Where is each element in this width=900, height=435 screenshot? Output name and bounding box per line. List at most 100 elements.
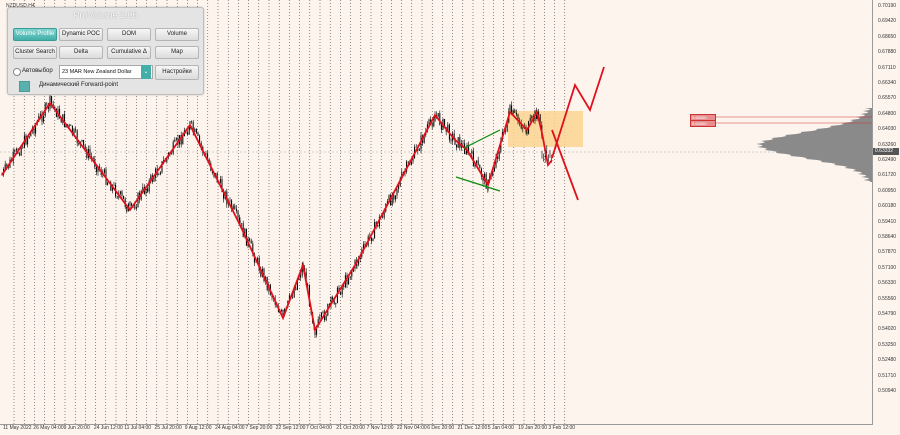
dynamic-poc-button[interactable]: Dynamic POC — [59, 28, 103, 41]
candle-body — [194, 128, 196, 132]
candle-body — [27, 138, 29, 145]
candle-body — [237, 210, 239, 218]
candle-body — [180, 135, 182, 145]
candle-body — [192, 121, 194, 132]
price-tick: 0.51710 — [878, 372, 897, 379]
candle-body — [92, 158, 94, 160]
time-tick: 9 Aug 12:00 — [184, 425, 212, 431]
candle-body — [437, 113, 439, 117]
candle-body — [78, 142, 80, 145]
price-chart[interactable] — [0, 0, 872, 424]
delta-button[interactable]: Delta — [59, 46, 103, 59]
candle-body — [415, 146, 417, 148]
chevron-down-icon[interactable]: ⌄ — [141, 65, 151, 79]
candle-body — [76, 130, 78, 143]
time-tick: 26 May 04:00 — [33, 425, 64, 431]
candle-body — [134, 205, 136, 209]
candle-body — [328, 304, 330, 306]
candle-body — [123, 195, 125, 200]
cluster-search-button[interactable]: Cluster Search — [13, 46, 57, 59]
candle-body — [462, 143, 464, 144]
candle-body — [28, 136, 30, 139]
candle-body — [60, 118, 62, 123]
forward-point-toggle[interactable] — [19, 81, 30, 92]
time-tick: 11 Jul 04:00 — [124, 425, 152, 431]
auto-select-radio[interactable] — [13, 68, 21, 76]
candle-body — [386, 201, 388, 205]
candle-body — [322, 311, 324, 313]
volume-button[interactable]: Volume — [155, 28, 199, 41]
projection-up-line — [551, 66, 605, 159]
candle-body — [423, 134, 425, 143]
candle-body — [522, 127, 524, 129]
candle-body — [145, 188, 147, 194]
provolume-panel[interactable]: ProVolume 2.06 Volume Profile Dynamic PO… — [7, 7, 204, 95]
candle-body — [514, 109, 516, 113]
time-tick: 6 Dec 20:00 — [427, 425, 455, 431]
volume-profile-histogram — [756, 108, 872, 182]
candle-body — [484, 173, 486, 182]
candle-body — [182, 136, 184, 145]
candle-body — [252, 243, 254, 254]
candle-body — [288, 295, 290, 301]
candle-body — [320, 312, 322, 318]
candle-body — [97, 166, 99, 172]
candle-body — [7, 166, 9, 168]
time-tick: 7 Sep 20:00 — [245, 425, 273, 431]
candle-body — [447, 124, 449, 132]
candle-body — [89, 149, 91, 157]
zigzag-line — [541, 132, 553, 168]
candle-body — [517, 114, 519, 121]
candle-body — [46, 103, 48, 105]
candle-body — [219, 179, 221, 183]
candle-body — [281, 310, 283, 312]
symbol-select[interactable]: 23 MAR New Zealand Dollar — [59, 65, 153, 79]
cumulative-delta-button[interactable]: Cumulative Δ — [107, 46, 151, 59]
candle-body — [223, 191, 225, 199]
candle-body — [348, 278, 350, 285]
candle-body — [495, 156, 497, 168]
candle-body — [454, 137, 456, 145]
candle-body — [293, 288, 295, 298]
price-tick: 0.59410 — [878, 218, 897, 225]
candle-body — [418, 149, 420, 151]
candle-body — [174, 139, 176, 142]
candle-body — [107, 182, 109, 185]
volume-profile-button[interactable]: Volume Profile — [13, 28, 57, 41]
dom-button[interactable]: DOM — [107, 28, 151, 41]
candle-body — [529, 117, 531, 122]
candle-body — [153, 177, 155, 182]
candle-body — [159, 172, 161, 175]
candle-body — [412, 158, 414, 162]
candle-body — [197, 132, 199, 136]
candle-body — [15, 149, 17, 151]
map-button[interactable]: Map — [155, 46, 199, 59]
candle-body — [300, 275, 302, 278]
candle-body — [492, 171, 494, 177]
candle-body — [20, 146, 22, 156]
candle-body — [394, 195, 396, 200]
price-tick: 0.55560 — [878, 295, 897, 302]
candle-body — [148, 180, 150, 192]
price-tick: 0.66340 — [878, 80, 897, 86]
candle-body — [207, 153, 209, 160]
candle-body — [377, 225, 379, 227]
candle-body — [175, 138, 177, 140]
candle-body — [116, 196, 118, 198]
candle-body — [52, 104, 54, 107]
candle-body — [444, 118, 446, 128]
candle-body — [282, 310, 284, 315]
candle-body — [63, 114, 65, 127]
candle-body — [476, 160, 478, 163]
candle-body — [103, 169, 105, 173]
candle-body — [257, 257, 259, 262]
candle-body — [382, 216, 384, 218]
time-tick: 11 May 2022 — [3, 425, 32, 431]
candle-body — [73, 129, 75, 135]
candle-body — [142, 187, 144, 191]
candle-body — [199, 135, 201, 143]
price-axis: 0.70190 0.69420 0.68650 0.67880 0.67110 0.663… — [873, 0, 900, 424]
settings-button[interactable]: Настройки — [155, 65, 199, 80]
candle-body — [388, 195, 390, 202]
candle-body — [307, 285, 309, 286]
